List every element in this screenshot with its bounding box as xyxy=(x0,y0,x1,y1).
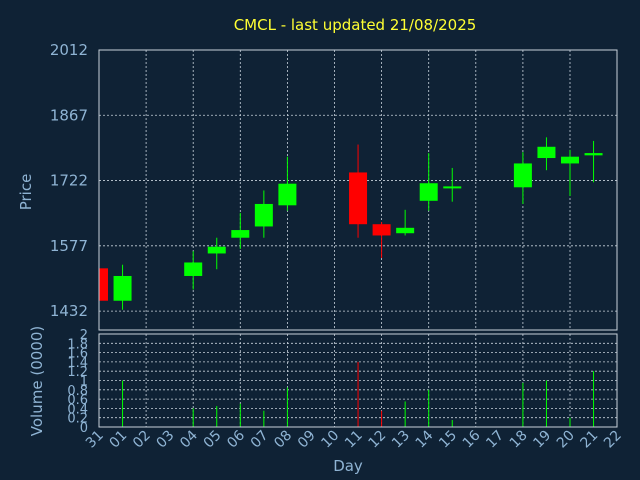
volume-tick-label: 0.2 xyxy=(67,412,88,427)
x-tick-label: 03 xyxy=(154,428,178,452)
chart-title: CMCL - last updated 21/08/2025 xyxy=(234,16,477,34)
x-tick-label: 12 xyxy=(366,428,390,452)
x-tick-label: 07 xyxy=(248,428,272,452)
candle-body xyxy=(99,268,108,301)
x-tick-label: 18 xyxy=(507,428,531,452)
x-tick-label: 10 xyxy=(318,428,342,452)
candle-body xyxy=(537,146,556,159)
x-tick-label: 06 xyxy=(224,427,248,451)
volume-tick-label: 2 xyxy=(80,328,88,343)
x-tick-label: 01 xyxy=(106,428,130,452)
x-tick-label: 22 xyxy=(601,428,625,452)
volume-tick-label: 1.4 xyxy=(67,356,88,371)
candle-body xyxy=(561,156,579,164)
candle-body xyxy=(254,203,273,227)
price-axis-ticks: 2012 1867 1722 1577 1432 xyxy=(50,41,88,320)
candle-body xyxy=(584,153,603,156)
volume-plot-frame xyxy=(98,333,618,428)
volume-tick-label: 0.6 xyxy=(67,393,88,408)
candle-body xyxy=(513,163,532,188)
price-tick-label: 1432 xyxy=(50,302,88,320)
volume-tick-label: 0.8 xyxy=(67,384,88,399)
volume-tick-label: 1.6 xyxy=(67,347,88,362)
x-tick-label: 14 xyxy=(413,427,437,451)
candle-body xyxy=(207,246,226,254)
x-tick-label: 15 xyxy=(436,428,460,452)
x-axis-ticks: 31 01 02 03 04 05 06 07 08 09 10 11 12 13 14 15 16 17 18 19… xyxy=(83,427,625,451)
x-tick-label: 19 xyxy=(530,428,554,452)
x-tick-label: 02 xyxy=(130,428,154,452)
volume-axis-label: Volume (0000) xyxy=(28,326,46,436)
volume-tick-label: 0.4 xyxy=(67,402,88,417)
x-tick-label: 16 xyxy=(460,427,484,451)
y-axis-label: Price xyxy=(17,174,35,211)
x-tick-label: 13 xyxy=(389,428,413,452)
candle-body xyxy=(349,172,368,225)
volume-tick-label: 1.8 xyxy=(67,337,88,352)
candle-body xyxy=(113,275,132,301)
price-plot-frame xyxy=(98,49,618,331)
x-tick-label: 09 xyxy=(295,428,319,452)
volume-axis-ticks: 21.81.61.41.210.80.60.40.20 xyxy=(67,328,88,436)
price-tick-label: 1577 xyxy=(50,237,88,255)
candle-body xyxy=(396,227,415,234)
x-axis-label: Day xyxy=(333,457,363,475)
volume-tick-label: 1.2 xyxy=(67,365,88,380)
candle-body xyxy=(419,183,438,201)
x-tick-label: 08 xyxy=(271,428,295,452)
volume-tick-label: 0 xyxy=(80,421,88,436)
candle-body xyxy=(184,262,203,276)
price-tick-label: 1722 xyxy=(50,172,88,190)
candle-body xyxy=(231,230,250,238)
price-candles xyxy=(98,137,603,310)
price-tick-label: 2012 xyxy=(50,41,88,59)
x-tick-label: 04 xyxy=(177,427,201,451)
x-tick-label: 05 xyxy=(201,428,225,452)
candle-body xyxy=(443,186,462,189)
price-tick-label: 1867 xyxy=(50,106,88,124)
volume-bars xyxy=(122,361,595,427)
candle-body xyxy=(372,224,391,236)
candle-body xyxy=(278,183,297,206)
x-tick-label: 11 xyxy=(342,428,366,452)
volume-tick-label: 1 xyxy=(80,375,88,390)
x-tick-label: 17 xyxy=(483,428,507,452)
x-tick-label: 20 xyxy=(554,428,578,452)
x-tick-label: 21 xyxy=(577,428,601,452)
